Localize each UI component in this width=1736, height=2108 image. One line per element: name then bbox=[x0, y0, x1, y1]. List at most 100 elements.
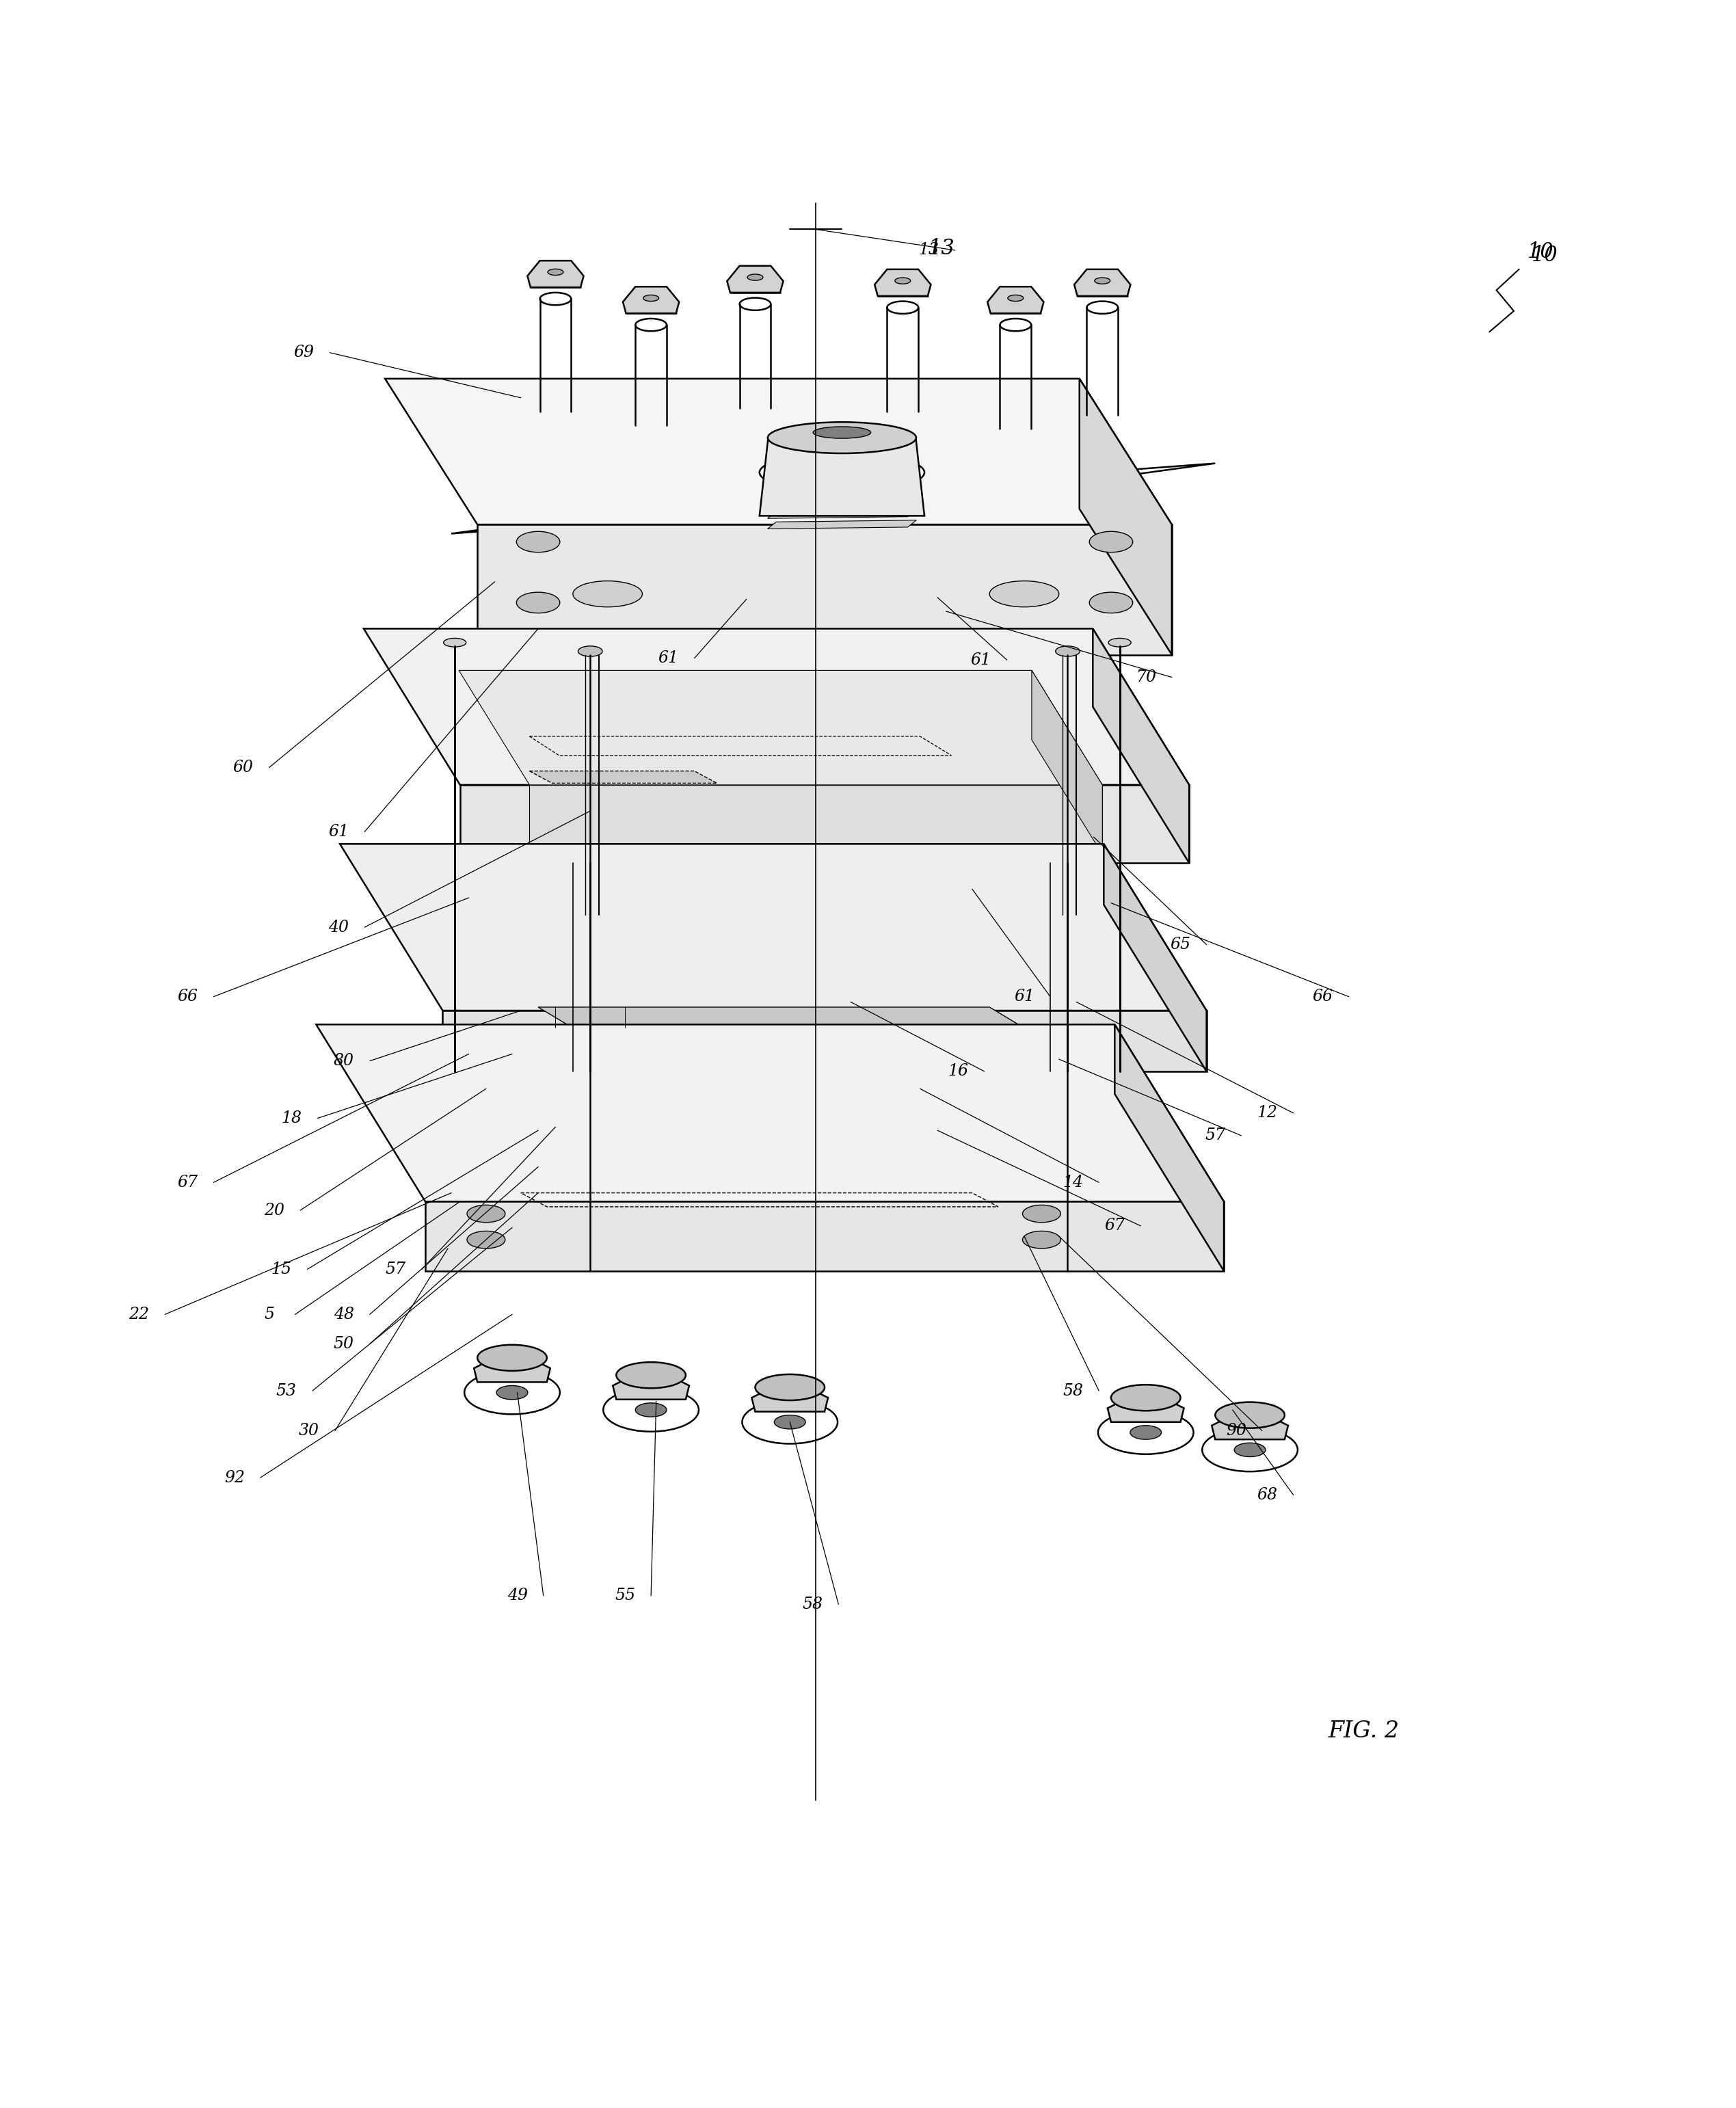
Text: 61: 61 bbox=[1014, 989, 1035, 1006]
Text: 61: 61 bbox=[658, 651, 679, 666]
Ellipse shape bbox=[540, 293, 571, 306]
Text: 50: 50 bbox=[333, 1336, 354, 1351]
Polygon shape bbox=[1080, 379, 1172, 656]
Text: 48: 48 bbox=[333, 1307, 354, 1322]
Ellipse shape bbox=[635, 1404, 667, 1417]
Polygon shape bbox=[875, 270, 930, 295]
Ellipse shape bbox=[990, 582, 1059, 607]
Polygon shape bbox=[443, 1010, 1207, 1071]
Ellipse shape bbox=[743, 1400, 838, 1444]
Text: 14: 14 bbox=[1062, 1174, 1083, 1191]
Ellipse shape bbox=[1090, 531, 1132, 552]
Ellipse shape bbox=[635, 318, 667, 331]
Text: 13: 13 bbox=[918, 242, 939, 257]
Ellipse shape bbox=[740, 297, 771, 310]
Polygon shape bbox=[727, 266, 783, 293]
Ellipse shape bbox=[642, 295, 660, 301]
Text: 90: 90 bbox=[1226, 1423, 1246, 1438]
Text: 67: 67 bbox=[1104, 1218, 1125, 1233]
Ellipse shape bbox=[896, 278, 910, 285]
Ellipse shape bbox=[1023, 1231, 1061, 1248]
Text: 15: 15 bbox=[271, 1261, 292, 1277]
Polygon shape bbox=[767, 489, 917, 497]
Polygon shape bbox=[425, 1202, 1224, 1271]
Polygon shape bbox=[385, 379, 1172, 525]
Ellipse shape bbox=[1130, 1425, 1161, 1440]
Polygon shape bbox=[1104, 843, 1207, 1071]
Ellipse shape bbox=[1055, 645, 1080, 656]
Text: 13: 13 bbox=[929, 238, 955, 259]
Text: 92: 92 bbox=[224, 1469, 245, 1486]
Ellipse shape bbox=[578, 645, 602, 656]
Polygon shape bbox=[474, 1358, 550, 1383]
Text: 69: 69 bbox=[293, 346, 314, 360]
Ellipse shape bbox=[467, 1231, 505, 1248]
Ellipse shape bbox=[1215, 1402, 1285, 1427]
Ellipse shape bbox=[576, 645, 608, 658]
Text: 40: 40 bbox=[328, 919, 349, 936]
Polygon shape bbox=[752, 1387, 828, 1412]
Text: 80: 80 bbox=[333, 1054, 354, 1069]
Polygon shape bbox=[1108, 1398, 1184, 1423]
Text: 60: 60 bbox=[233, 759, 253, 776]
Text: 16: 16 bbox=[948, 1065, 969, 1079]
Polygon shape bbox=[767, 468, 917, 476]
Text: 66: 66 bbox=[177, 989, 198, 1006]
Ellipse shape bbox=[1000, 318, 1031, 331]
Text: 20: 20 bbox=[264, 1202, 285, 1218]
Ellipse shape bbox=[604, 1389, 698, 1431]
Polygon shape bbox=[1031, 670, 1102, 854]
Polygon shape bbox=[460, 784, 1189, 862]
Ellipse shape bbox=[517, 592, 559, 613]
Ellipse shape bbox=[812, 426, 871, 438]
Polygon shape bbox=[767, 510, 917, 519]
Ellipse shape bbox=[887, 301, 918, 314]
Polygon shape bbox=[1115, 1024, 1224, 1271]
Ellipse shape bbox=[1094, 278, 1111, 285]
Ellipse shape bbox=[444, 639, 465, 647]
Polygon shape bbox=[767, 500, 917, 508]
Polygon shape bbox=[1212, 1414, 1288, 1440]
Ellipse shape bbox=[517, 531, 559, 552]
Ellipse shape bbox=[767, 422, 917, 453]
Polygon shape bbox=[767, 521, 917, 529]
Ellipse shape bbox=[1097, 1410, 1194, 1455]
Ellipse shape bbox=[1234, 1442, 1266, 1457]
Ellipse shape bbox=[573, 582, 642, 607]
Polygon shape bbox=[316, 1024, 1224, 1202]
Ellipse shape bbox=[1090, 592, 1132, 613]
Polygon shape bbox=[767, 457, 917, 466]
Polygon shape bbox=[760, 438, 924, 516]
Ellipse shape bbox=[1087, 301, 1118, 314]
Text: 68: 68 bbox=[1257, 1486, 1278, 1503]
Text: 61: 61 bbox=[328, 824, 349, 839]
Text: 57: 57 bbox=[1205, 1128, 1226, 1143]
Text: 61: 61 bbox=[970, 651, 991, 668]
Ellipse shape bbox=[760, 453, 924, 491]
Polygon shape bbox=[528, 261, 583, 287]
Text: 30: 30 bbox=[299, 1423, 319, 1438]
Text: 70: 70 bbox=[1135, 670, 1156, 685]
Ellipse shape bbox=[1007, 295, 1023, 301]
Ellipse shape bbox=[477, 1345, 547, 1370]
Ellipse shape bbox=[465, 1370, 559, 1414]
Ellipse shape bbox=[774, 1414, 806, 1429]
Text: 49: 49 bbox=[507, 1587, 528, 1604]
Polygon shape bbox=[529, 784, 1102, 854]
Text: 66: 66 bbox=[1312, 989, 1333, 1006]
Ellipse shape bbox=[1108, 639, 1132, 647]
Text: 22: 22 bbox=[128, 1307, 149, 1322]
Ellipse shape bbox=[746, 274, 762, 280]
Polygon shape bbox=[988, 287, 1043, 314]
Polygon shape bbox=[365, 628, 1189, 784]
Text: 10: 10 bbox=[1528, 240, 1554, 264]
Polygon shape bbox=[1094, 628, 1189, 862]
Polygon shape bbox=[767, 479, 917, 487]
Text: 18: 18 bbox=[281, 1111, 302, 1126]
Text: 53: 53 bbox=[276, 1383, 297, 1398]
Ellipse shape bbox=[1054, 645, 1085, 658]
Text: 58: 58 bbox=[802, 1596, 823, 1613]
Polygon shape bbox=[1075, 270, 1130, 295]
Ellipse shape bbox=[1023, 1206, 1061, 1223]
Text: 10: 10 bbox=[1531, 245, 1557, 266]
